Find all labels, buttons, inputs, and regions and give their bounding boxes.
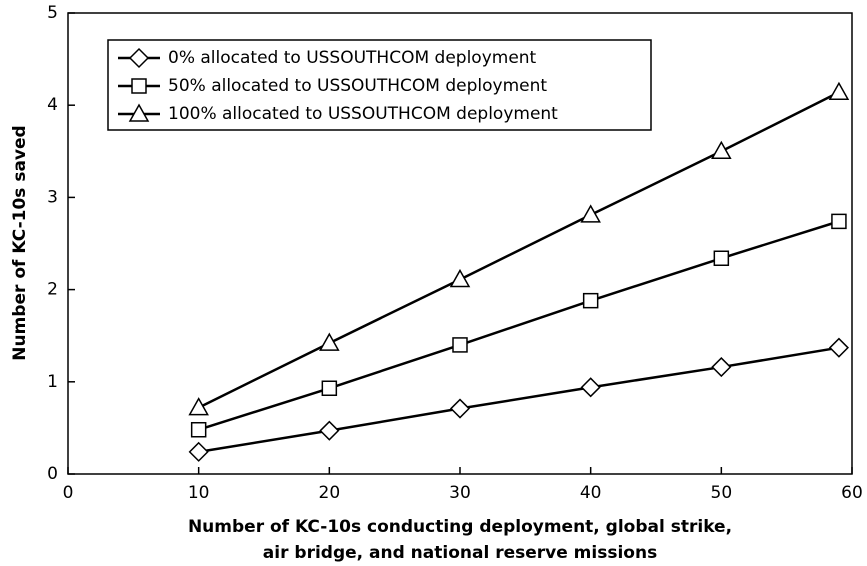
point-marker bbox=[321, 380, 338, 397]
x-tick-label: 10 bbox=[188, 483, 210, 503]
x-tick-label: 50 bbox=[711, 483, 733, 503]
point-marker bbox=[580, 204, 601, 223]
series-line bbox=[198, 91, 840, 409]
point-marker bbox=[319, 420, 340, 441]
point-marker bbox=[711, 356, 732, 378]
y-tick-label: 3 bbox=[47, 187, 58, 207]
point-marker bbox=[711, 140, 732, 160]
point-marker bbox=[188, 397, 209, 416]
point-marker bbox=[828, 81, 850, 101]
x-tick-label: 20 bbox=[319, 483, 341, 503]
x-tick-label: 0 bbox=[63, 483, 74, 503]
y-tick-label: 2 bbox=[47, 280, 58, 300]
point-marker bbox=[449, 268, 471, 288]
point-marker bbox=[188, 441, 209, 462]
x-tick-label: 60 bbox=[841, 483, 863, 503]
x-tick-label: 30 bbox=[449, 483, 471, 503]
point-marker bbox=[582, 292, 599, 309]
point-marker bbox=[713, 250, 730, 267]
y-tick-label: 4 bbox=[47, 95, 58, 115]
x-axis-label: Number of KC-10s conducting deployment, … bbox=[188, 517, 732, 537]
series-line bbox=[198, 220, 840, 431]
series-line bbox=[198, 346, 840, 454]
legend-marker bbox=[128, 47, 150, 69]
x-tick-label: 40 bbox=[580, 483, 602, 503]
y-axis-label: Number of KC-10s saved bbox=[10, 125, 30, 360]
legend-box bbox=[107, 39, 652, 131]
legend-label: 0% allocated to USSOUTHCOM deployment bbox=[168, 48, 537, 68]
legend-marker bbox=[131, 78, 147, 94]
point-marker bbox=[452, 337, 468, 353]
point-marker bbox=[828, 337, 849, 358]
y-tick-label: 5 bbox=[47, 3, 58, 23]
point-marker bbox=[831, 213, 847, 230]
point-marker bbox=[319, 332, 340, 351]
x-axis-label: air bridge, and national reserve mission… bbox=[263, 543, 657, 563]
point-marker bbox=[449, 398, 471, 419]
y-tick-label: 0 bbox=[47, 464, 58, 484]
point-marker bbox=[580, 377, 601, 398]
legend-marker bbox=[128, 103, 150, 122]
legend-label: 100% allocated to USSOUTHCOM deployment bbox=[168, 104, 558, 124]
y-tick-label: 1 bbox=[47, 372, 58, 392]
legend-label: 50% allocated to USSOUTHCOM deployment bbox=[168, 76, 547, 96]
point-marker bbox=[190, 421, 207, 438]
